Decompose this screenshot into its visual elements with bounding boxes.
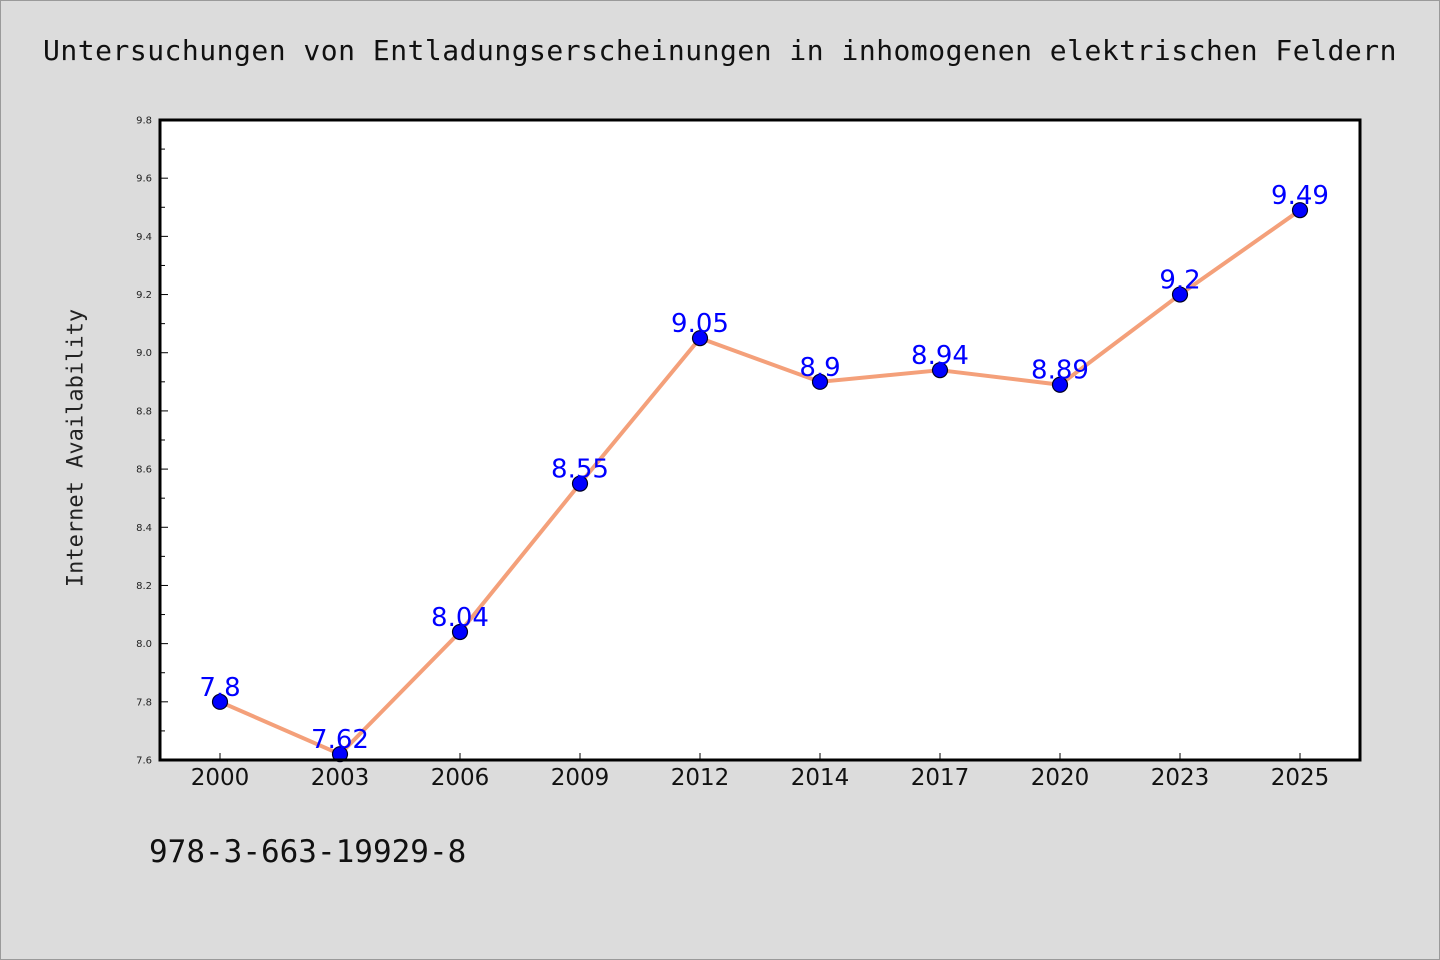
plot-area	[160, 120, 1360, 760]
y-tick-label: 7.8	[136, 697, 152, 708]
x-tick-label: 2023	[1151, 765, 1210, 791]
y-tick-label: 8.0	[136, 639, 152, 650]
data-label: 8.9	[799, 353, 840, 383]
series-line	[218, 208, 1302, 757]
data-label: 7.62	[311, 725, 369, 755]
data-point	[691, 330, 709, 347]
x-tick-label: 2012	[671, 765, 730, 791]
y-tick-label: 9.0	[136, 348, 152, 359]
data-point	[811, 373, 829, 390]
data-point	[451, 623, 469, 641]
data-point	[571, 475, 589, 492]
x-tick-label: 2014	[791, 765, 850, 791]
y-tick-label: 8.8	[136, 406, 152, 417]
data-label: 8.55	[551, 455, 609, 485]
data-point	[931, 362, 949, 379]
x-tick-label: 2020	[1031, 765, 1090, 791]
data-label: 8.04	[431, 603, 489, 633]
data-label: 8.89	[1031, 356, 1089, 386]
data-label: 7.8	[199, 673, 240, 703]
y-tick-label: 9.4	[136, 232, 152, 243]
data-point	[1051, 376, 1069, 393]
y-tick-label: 8.4	[136, 523, 152, 534]
x-tick-label: 2000	[191, 765, 250, 791]
x-tick-label: 2025	[1271, 765, 1330, 791]
y-tick-label: 9.6	[136, 174, 152, 185]
data-label: 9.05	[671, 309, 729, 339]
chart-title: Untersuchungen von Entladungserscheinung…	[43, 34, 1397, 67]
y-tick-label: 8.6	[136, 465, 152, 476]
data-point	[1171, 286, 1189, 303]
y-tick-label: 9.8	[136, 116, 152, 127]
y-tick-label: 8.2	[136, 581, 152, 592]
data-point	[1291, 202, 1309, 219]
y-tick-label: 7.6	[136, 756, 152, 767]
x-tick-label: 2009	[551, 765, 610, 791]
x-tick-label: 2006	[431, 765, 490, 791]
y-tick-label: 9.2	[136, 290, 152, 301]
data-label: 8.94	[911, 341, 969, 371]
isbn-text: 978-3-663-19929-8	[149, 834, 467, 870]
data-label: 9.49	[1271, 181, 1329, 211]
data-point	[331, 746, 349, 763]
data-label: 9.2	[1159, 266, 1200, 296]
data-point	[211, 693, 229, 710]
plot-border	[158, 118, 1362, 762]
x-tick-label: 2003	[311, 765, 370, 791]
x-tick-label: 2017	[911, 765, 970, 791]
